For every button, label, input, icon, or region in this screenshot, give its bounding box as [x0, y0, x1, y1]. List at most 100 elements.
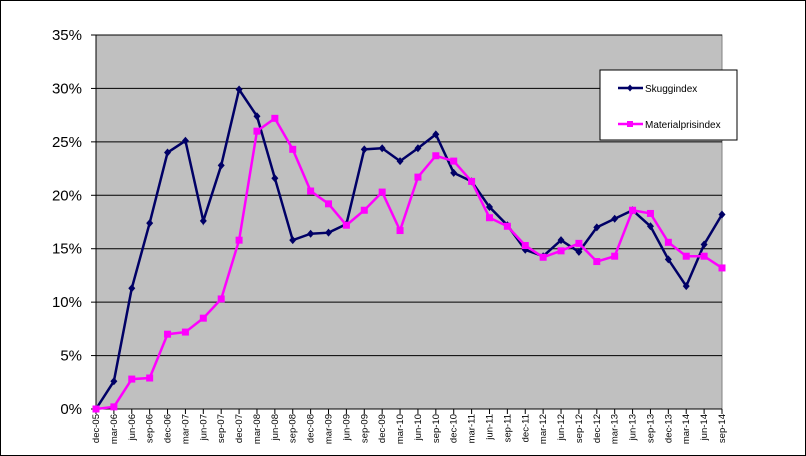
data-point	[325, 228, 333, 237]
y-tick-label: 20%	[52, 187, 82, 204]
series-line-skuggindex	[94, 86, 724, 410]
data-point	[539, 253, 547, 261]
data-point	[646, 222, 654, 231]
x-tick-label: jun-08	[270, 414, 281, 441]
data-point	[593, 223, 601, 232]
x-tick-label: mar-12	[538, 414, 549, 444]
data-point	[468, 177, 476, 185]
data-point	[593, 258, 601, 266]
data-point	[217, 161, 225, 170]
data-point	[450, 157, 458, 165]
data-point	[700, 240, 708, 249]
x-tick-label: sep-06	[145, 414, 156, 443]
data-point	[682, 282, 690, 291]
x-tick-label: mar-08	[252, 414, 263, 444]
data-point	[146, 374, 154, 382]
x-tick-label: sep-10	[431, 414, 442, 443]
data-point	[557, 236, 565, 245]
data-point	[146, 219, 154, 228]
data-point	[253, 112, 261, 121]
y-tick-label: 25%	[52, 134, 82, 151]
x-tick-label: mar-06	[109, 414, 120, 444]
data-point	[181, 328, 189, 336]
data-point	[575, 247, 583, 256]
data-point	[128, 284, 136, 293]
data-point	[307, 229, 315, 238]
x-tick-label: mar-11	[467, 414, 478, 443]
x-tick-label: sep-09	[359, 414, 370, 443]
data-point	[342, 221, 350, 229]
x-tick-label: sep-13	[645, 414, 656, 443]
y-tick-label: 5%	[60, 348, 82, 365]
data-point	[110, 403, 118, 411]
data-point	[360, 206, 368, 214]
data-point	[199, 216, 207, 225]
data-point	[450, 168, 458, 177]
data-point	[307, 187, 315, 195]
data-point	[611, 252, 619, 260]
x-tick-label: sep-12	[574, 414, 585, 443]
data-point	[664, 255, 672, 264]
data-point	[289, 236, 297, 245]
x-tick-label: sep-08	[288, 414, 299, 443]
data-point	[396, 157, 404, 166]
y-tick-label: 15%	[52, 241, 82, 258]
x-tick-label: jun-11	[484, 414, 495, 441]
data-point	[611, 214, 619, 223]
x-tick-label: sep-07	[216, 414, 227, 443]
data-point	[557, 247, 565, 255]
x-tick-label: jun-10	[413, 414, 424, 441]
data-point	[271, 114, 279, 122]
data-point	[181, 136, 189, 145]
x-tick-label: jun-07	[198, 414, 209, 441]
data-point	[253, 127, 261, 135]
data-point	[575, 239, 583, 247]
x-tick-label: dec-06	[163, 414, 174, 443]
data-point	[110, 377, 118, 386]
x-tick-label: jun-12	[556, 414, 567, 441]
x-tick-label: jun-06	[127, 414, 138, 441]
data-point	[414, 173, 422, 181]
legend-marker	[627, 121, 633, 127]
data-point	[199, 314, 207, 322]
x-tick-label: mar-07	[180, 414, 191, 444]
data-point	[164, 148, 172, 157]
data-point	[700, 252, 708, 260]
x-tick-label: mar-09	[324, 414, 335, 444]
data-point	[718, 264, 726, 272]
x-tick-label: dec-10	[449, 414, 460, 443]
data-point	[325, 200, 333, 208]
y-tick-label: 0%	[60, 401, 82, 418]
y-tick-label: 35%	[52, 27, 82, 44]
x-tick-label: sep-11	[502, 414, 513, 442]
x-tick-label: mar-14	[681, 414, 692, 444]
legend-label: Materialprisindex	[645, 120, 721, 131]
x-tick-label: mar-10	[395, 414, 406, 444]
data-point	[503, 222, 511, 230]
x-tick-label: mar-13	[610, 414, 621, 444]
data-point	[432, 130, 440, 139]
data-point	[235, 85, 243, 94]
x-tick-label: dec-13	[663, 414, 674, 443]
data-point	[360, 145, 368, 154]
data-point	[235, 236, 243, 244]
x-tick-label: dec-05	[91, 414, 102, 443]
data-point	[664, 238, 672, 246]
legend-marker	[627, 84, 633, 92]
y-tick-label: 30%	[52, 80, 82, 97]
data-point	[682, 252, 690, 260]
data-point	[432, 152, 440, 160]
data-point	[521, 242, 529, 250]
data-point	[378, 188, 386, 196]
legend-label: Skuggindex	[645, 84, 697, 95]
x-tick-label: sep-14	[717, 414, 728, 443]
data-point	[378, 144, 386, 153]
data-point	[128, 375, 136, 383]
x-tick-label: jun-13	[628, 414, 639, 441]
data-point	[718, 210, 726, 219]
legend	[599, 69, 738, 141]
data-point	[271, 174, 279, 183]
x-tick-label: dec-07	[234, 414, 245, 443]
data-point	[629, 206, 637, 214]
data-point	[646, 209, 654, 217]
